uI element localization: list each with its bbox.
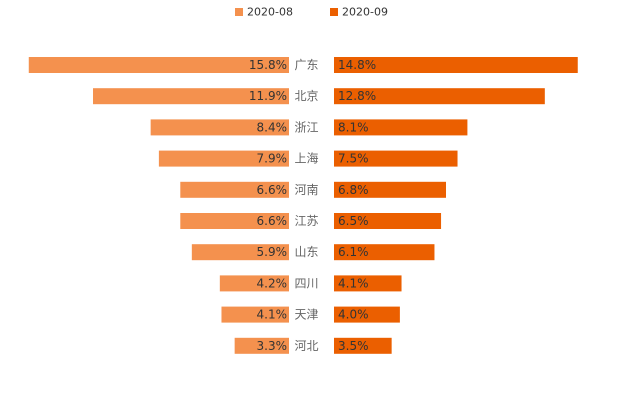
series-2020-08-bars: 15.8% 11.9% 8.4% 7.9% 6.6% 6.6% 5.9% 4.2% 4.1% 3.…	[28, 57, 290, 354]
data-label-2020-09-1: 12.8%	[338, 89, 376, 103]
data-label-2020-09-3: 7.5%	[338, 152, 369, 166]
bar-2020-09-0	[334, 57, 578, 73]
data-label-2020-09-5: 6.5%	[338, 214, 369, 228]
bar-2020-09-6	[334, 244, 435, 261]
bar-2020-09-8	[334, 306, 400, 323]
category-label-5: 江苏	[294, 214, 318, 228]
data-label-2020-09-9: 3.5%	[338, 339, 369, 353]
bar-2020-08-3	[158, 150, 289, 167]
category-label-0: 广东	[294, 58, 318, 72]
series-2020-09-bars: 14.8% 12.8% 8.1% 7.5% 6.8% 6.5% 6.1% 4.1% 4.0% 3.…	[334, 57, 578, 354]
data-label-2020-09-8: 4.0%	[338, 308, 369, 322]
data-label-2020-08-7: 4.2%	[257, 276, 288, 290]
data-label-2020-08-1: 11.9%	[249, 89, 287, 103]
bar-2020-09-4	[334, 181, 446, 198]
category-label-9: 河北	[294, 339, 318, 353]
bar-2020-08-0	[28, 57, 290, 73]
bar-2020-08-8	[221, 306, 289, 323]
legend-item-2020-09-label: 2020-09	[342, 6, 388, 19]
category-label-1: 北京	[294, 89, 318, 103]
bar-2020-08-7	[219, 275, 289, 292]
data-label-2020-08-0: 15.8%	[249, 58, 287, 72]
bar-2020-08-5	[180, 213, 289, 229]
bar-2020-08-6	[191, 244, 289, 261]
data-label-2020-08-2: 8.4%	[257, 120, 288, 134]
legend: 2020-08 2020-09	[235, 6, 388, 19]
data-label-2020-09-4: 6.8%	[338, 183, 369, 197]
category-label-3: 上海	[294, 151, 318, 166]
bar-2020-08-2	[150, 119, 289, 136]
bar-2020-08-1	[93, 88, 289, 105]
category-label-4: 河南	[294, 182, 318, 197]
data-label-2020-08-4: 6.6%	[257, 183, 288, 197]
legend-item-2020-09[interactable]: 2020-09	[330, 6, 388, 19]
bar-2020-08-9	[234, 337, 289, 354]
legend-item-2020-08[interactable]: 2020-08	[235, 6, 293, 19]
category-label-7: 四川	[294, 276, 318, 290]
bar-2020-08-4	[180, 181, 289, 198]
data-label-2020-09-0: 14.8%	[338, 58, 376, 72]
bar-2020-09-7	[334, 275, 402, 292]
data-label-2020-08-3: 7.9%	[257, 152, 288, 166]
category-label-8: 天津	[294, 308, 318, 322]
data-label-2020-08-9: 3.3%	[257, 339, 288, 353]
data-label-2020-09-7: 4.1%	[338, 276, 369, 290]
data-label-2020-08-8: 4.1%	[257, 308, 288, 322]
data-label-2020-09-2: 8.1%	[338, 120, 369, 134]
bar-2020-09-9	[334, 337, 392, 354]
bar-2020-09-3	[334, 150, 458, 167]
legend-item-2020-08-swatch	[235, 8, 243, 16]
legend-item-2020-09-swatch	[330, 8, 338, 16]
bar-2020-09-1	[334, 88, 545, 105]
data-label-2020-08-5: 6.6%	[257, 214, 288, 228]
data-label-2020-09-6: 6.1%	[338, 245, 369, 259]
category-label-6: 山东	[294, 245, 318, 259]
data-label-2020-08-6: 5.9%	[257, 245, 288, 259]
bar-2020-09-2	[334, 119, 468, 136]
bar-2020-09-5	[334, 213, 442, 229]
category-label-2: 浙江	[294, 120, 318, 134]
legend-item-2020-08-label: 2020-08	[247, 6, 293, 19]
